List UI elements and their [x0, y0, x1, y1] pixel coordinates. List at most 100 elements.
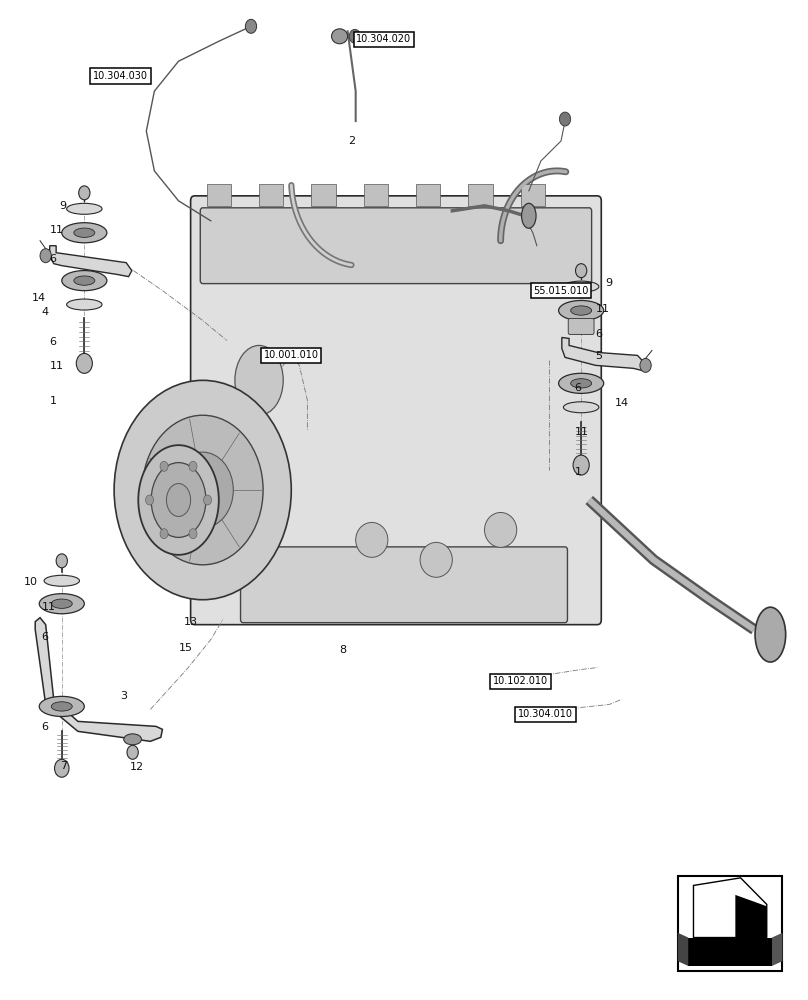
Text: 6: 6	[574, 383, 582, 393]
Bar	[416, 184, 440, 206]
Circle shape	[40, 249, 52, 263]
Polygon shape	[562, 337, 644, 370]
Bar	[207, 184, 231, 206]
FancyBboxPatch shape	[241, 547, 567, 623]
Text: 13: 13	[183, 617, 197, 627]
Ellipse shape	[61, 271, 107, 291]
Bar	[311, 184, 335, 206]
Text: 12: 12	[130, 762, 145, 772]
Text: 15: 15	[179, 643, 192, 653]
Text: 14: 14	[32, 293, 46, 303]
FancyBboxPatch shape	[191, 196, 601, 625]
Text: 10: 10	[24, 577, 38, 587]
Text: 14: 14	[615, 398, 629, 408]
Ellipse shape	[235, 345, 284, 415]
Ellipse shape	[563, 402, 599, 413]
Circle shape	[575, 264, 587, 278]
Ellipse shape	[44, 575, 79, 586]
Polygon shape	[693, 878, 767, 938]
Ellipse shape	[485, 512, 517, 547]
Text: 10.304.030: 10.304.030	[93, 71, 148, 81]
Text: 8: 8	[339, 645, 347, 655]
Circle shape	[349, 29, 360, 43]
Text: 1: 1	[574, 467, 582, 477]
Circle shape	[145, 495, 154, 505]
Text: 11: 11	[50, 225, 64, 235]
Circle shape	[160, 529, 168, 539]
Text: 11: 11	[574, 427, 589, 437]
Text: 1: 1	[50, 396, 57, 406]
Ellipse shape	[521, 203, 536, 228]
Ellipse shape	[124, 734, 141, 745]
Polygon shape	[772, 933, 782, 966]
Text: 6: 6	[42, 632, 48, 642]
Ellipse shape	[558, 373, 604, 393]
Circle shape	[114, 380, 291, 600]
Text: 4: 4	[42, 307, 48, 317]
Text: 11: 11	[42, 602, 56, 612]
Text: 9: 9	[605, 278, 612, 288]
Ellipse shape	[151, 463, 206, 537]
Circle shape	[56, 554, 67, 568]
Ellipse shape	[74, 228, 95, 237]
Ellipse shape	[356, 522, 388, 557]
Ellipse shape	[166, 484, 191, 516]
Circle shape	[172, 452, 234, 528]
Text: 9: 9	[59, 201, 66, 211]
Polygon shape	[36, 618, 162, 741]
Ellipse shape	[420, 542, 452, 577]
Bar	[259, 184, 284, 206]
Circle shape	[204, 495, 212, 505]
Ellipse shape	[40, 594, 84, 614]
Circle shape	[246, 19, 257, 33]
Ellipse shape	[52, 702, 72, 711]
Text: 10.304.010: 10.304.010	[518, 709, 573, 719]
Text: 6: 6	[595, 329, 603, 339]
Ellipse shape	[570, 379, 591, 388]
Bar	[364, 184, 388, 206]
Polygon shape	[735, 895, 767, 938]
Ellipse shape	[563, 281, 599, 292]
Ellipse shape	[558, 300, 604, 321]
Ellipse shape	[138, 445, 219, 555]
Bar	[688, 938, 772, 966]
Ellipse shape	[66, 203, 102, 214]
Text: 6: 6	[42, 722, 48, 732]
Text: 11: 11	[50, 361, 64, 371]
Circle shape	[78, 186, 90, 200]
Circle shape	[76, 353, 92, 373]
Circle shape	[559, 112, 570, 126]
Ellipse shape	[74, 276, 95, 285]
Text: 7: 7	[60, 761, 67, 771]
Bar	[469, 184, 493, 206]
Bar	[521, 184, 545, 206]
FancyBboxPatch shape	[568, 319, 594, 334]
Polygon shape	[50, 246, 132, 277]
Ellipse shape	[66, 299, 102, 310]
Text: 10.304.020: 10.304.020	[356, 34, 411, 44]
Circle shape	[189, 461, 197, 471]
Circle shape	[127, 745, 138, 759]
Ellipse shape	[52, 599, 72, 608]
Text: 6: 6	[50, 337, 57, 347]
Text: 3: 3	[120, 691, 128, 701]
Text: 11: 11	[595, 304, 610, 314]
Text: 10.001.010: 10.001.010	[263, 350, 319, 360]
Text: 5: 5	[595, 351, 603, 361]
Text: 2: 2	[347, 136, 355, 146]
Ellipse shape	[570, 306, 591, 315]
Text: 6: 6	[50, 254, 57, 264]
Circle shape	[640, 358, 651, 372]
Circle shape	[54, 759, 69, 777]
Circle shape	[142, 415, 263, 565]
FancyBboxPatch shape	[200, 208, 591, 284]
Polygon shape	[678, 933, 688, 966]
Text: 10.102.010: 10.102.010	[493, 676, 549, 686]
Circle shape	[160, 461, 168, 471]
Ellipse shape	[61, 223, 107, 243]
Bar	[678, 876, 782, 971]
Circle shape	[573, 455, 589, 475]
Circle shape	[189, 529, 197, 539]
Text: 55.015.010: 55.015.010	[533, 286, 589, 296]
Ellipse shape	[331, 29, 347, 44]
